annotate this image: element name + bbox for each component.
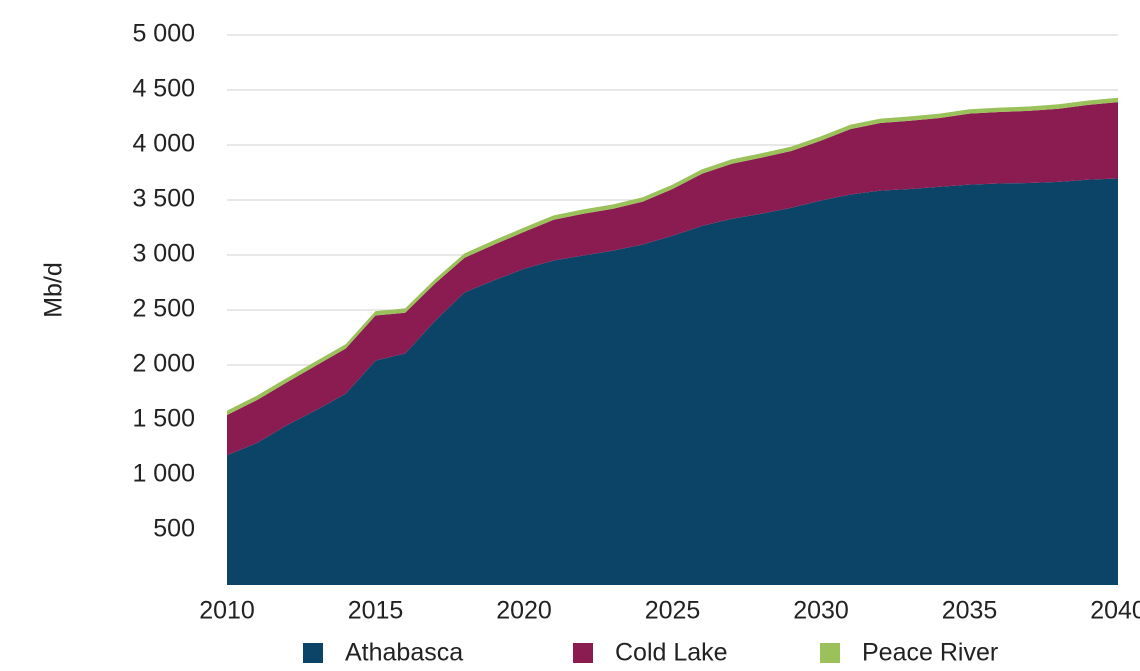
legend-label: Athabasca (345, 639, 463, 667)
legend-label: Cold Lake (615, 639, 728, 667)
y-tick-label: 3 000 (132, 240, 195, 268)
x-tick-label: 2020 (496, 597, 552, 625)
x-tick-label: 2035 (942, 597, 998, 625)
x-tick-label: 2030 (793, 597, 849, 625)
y-tick-label: 1 000 (132, 460, 195, 488)
area (227, 102, 1118, 456)
y-tick-label: 5 000 (132, 20, 195, 48)
y-axis-label: Mb/d (40, 262, 68, 318)
legend-swatch (820, 643, 840, 663)
legend-label: Peace River (862, 639, 998, 667)
y-tick-label: 1 500 (132, 405, 195, 433)
y-tick-label: 4 000 (132, 130, 195, 158)
legend-swatch (573, 643, 593, 663)
y-tick-label: 2 000 (132, 350, 195, 378)
legend-swatch (303, 643, 323, 663)
area (227, 178, 1118, 586)
x-tick-label: 2015 (348, 597, 404, 625)
x-tick-label: 2040 (1090, 597, 1140, 625)
x-tick-label: 2010 (199, 597, 255, 625)
y-tick-label: 2 500 (132, 295, 195, 323)
x-tick-label: 2025 (645, 597, 701, 625)
y-tick-label: 3 500 (132, 185, 195, 213)
y-tick-label: 500 (153, 515, 195, 543)
y-tick-label: 4 500 (132, 75, 195, 103)
